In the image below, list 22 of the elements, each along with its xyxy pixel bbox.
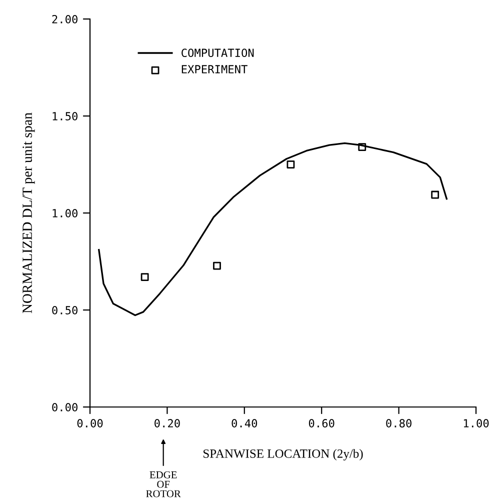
- x-tick-label: 0.80: [386, 419, 412, 428]
- point: [431, 190, 440, 199]
- y-tick-label: 1.00: [52, 209, 78, 218]
- point: [140, 273, 149, 281]
- x-axis-title: SPANWISE LOCATION (2y/b): [204, 449, 363, 460]
- x-tick-label: 0.20: [154, 419, 180, 428]
- x-tick-label: 0.60: [308, 419, 334, 428]
- line-series: [98, 142, 448, 316]
- legend-label: EXPERIMENT: [182, 65, 248, 74]
- x-tick-label: 0.40: [232, 419, 258, 428]
- legend-label: COMPUTATION: [182, 48, 254, 58]
- point: [213, 262, 221, 270]
- x-tick-label: 0.00: [77, 419, 103, 428]
- y-tick-label: 0.50: [52, 306, 78, 314]
- point: [286, 160, 295, 168]
- x-tick-label: 1.00: [464, 419, 489, 428]
- point: [358, 143, 366, 151]
- text: EDGE OF ROTOR: [146, 471, 181, 498]
- y-tick-label: 0.00: [52, 403, 78, 412]
- y-tick-label: 2.00: [52, 15, 78, 24]
- y-tick-label: 1.50: [52, 112, 78, 120]
- y-axis-title: NORMALIZED DL/T per unit span: [22, 112, 35, 314]
